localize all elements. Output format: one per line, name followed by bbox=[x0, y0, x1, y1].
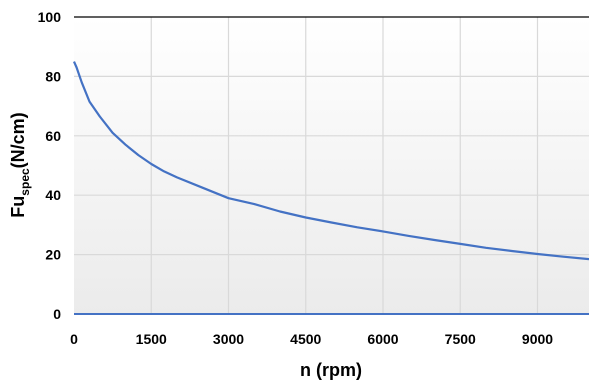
x-tick-label: 0 bbox=[70, 331, 78, 347]
y-axis-title-main: Fu bbox=[8, 196, 28, 218]
y-axis-title: Fuspec(N/cm) bbox=[8, 112, 32, 217]
y-tick-label: 100 bbox=[38, 9, 62, 25]
x-tick-label: 9000 bbox=[522, 331, 553, 347]
y-tick-label: 0 bbox=[53, 306, 61, 322]
y-axis-title-subscript: spec bbox=[18, 168, 32, 196]
tick-labels: 0 20 40 60 80 100 0 1500 3000 4500 6000 7500 9000 bbox=[38, 9, 554, 347]
x-tick-label: 4500 bbox=[290, 331, 321, 347]
series bbox=[72, 61, 589, 261]
x-tick-label: 6000 bbox=[367, 331, 398, 347]
y-axis-title-unit: (N/cm) bbox=[8, 112, 28, 168]
x-axis-title: n (rpm) bbox=[300, 360, 362, 380]
y-tick-label: 40 bbox=[45, 187, 61, 203]
x-tick-label: 7500 bbox=[445, 331, 476, 347]
series-line bbox=[72, 61, 589, 261]
y-tick-label: 20 bbox=[45, 247, 61, 263]
grid bbox=[74, 16, 589, 315]
y-tick-label: 60 bbox=[45, 128, 61, 144]
x-tick-label: 1500 bbox=[136, 331, 167, 347]
x-tick-label: 3000 bbox=[213, 331, 244, 347]
plot-area bbox=[74, 17, 589, 314]
y-tick-label: 80 bbox=[45, 68, 61, 84]
